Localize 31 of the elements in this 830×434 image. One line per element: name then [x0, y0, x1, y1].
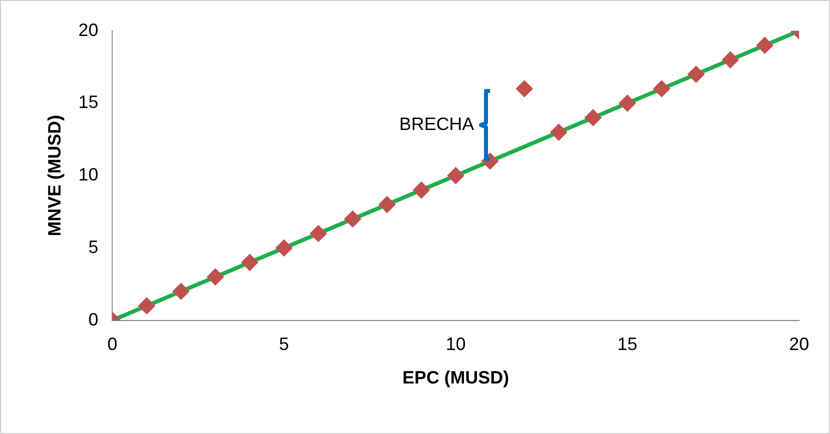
point — [172, 282, 190, 300]
point — [138, 297, 156, 314]
y-axis-title: MNVE (MUSD) — [44, 114, 65, 236]
x-tick-label: 0 — [107, 334, 118, 354]
point — [584, 109, 602, 126]
y-tick-label: 20 — [78, 20, 98, 40]
point — [241, 254, 258, 271]
point — [276, 239, 293, 256]
x-tick-label: 15 — [617, 334, 638, 354]
point — [447, 167, 464, 184]
x-tick-label: 20 — [789, 334, 810, 354]
annotation: BRECHA — [399, 114, 474, 134]
point — [688, 66, 705, 83]
y-tick-label: 15 — [78, 92, 98, 112]
x-tick-label: 5 — [279, 334, 290, 354]
point — [618, 94, 636, 112]
point — [206, 268, 224, 286]
point — [516, 80, 533, 98]
point — [412, 182, 430, 199]
point — [550, 124, 568, 141]
y-tick-label: 5 — [88, 236, 98, 257]
point — [756, 36, 774, 54]
point — [310, 225, 327, 242]
point — [344, 210, 362, 228]
x-tick-label: 10 — [446, 334, 466, 354]
x-axis-title: EPC (MUSD) — [402, 367, 510, 388]
y-tick-label: 0 — [88, 309, 98, 330]
point — [378, 196, 396, 213]
point — [653, 80, 670, 98]
point — [722, 51, 739, 68]
y-tick-label: 10 — [78, 164, 98, 185]
